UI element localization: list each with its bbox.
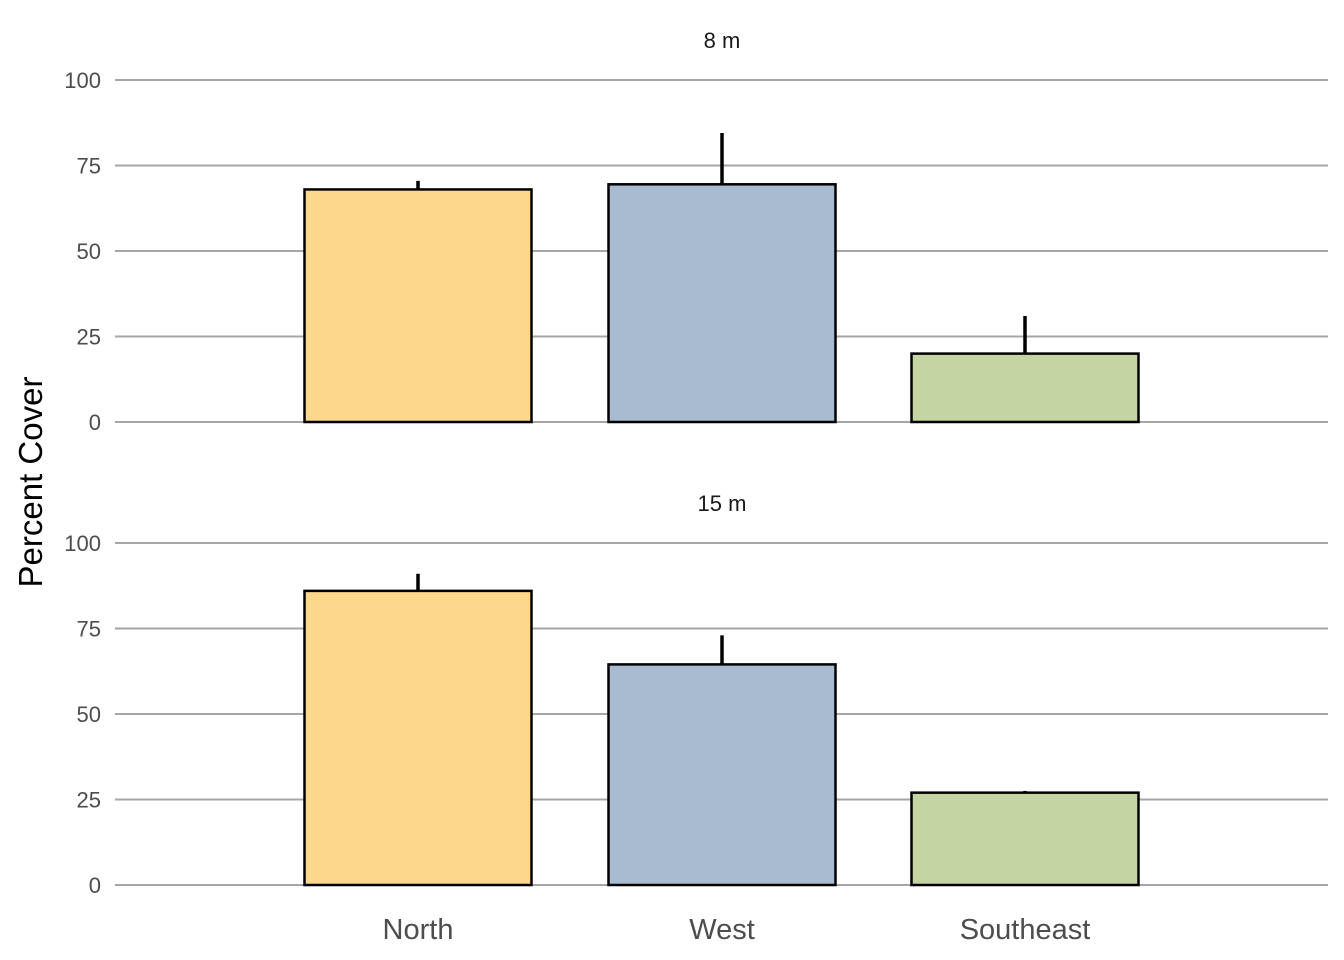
panel-title: 8 m (704, 28, 741, 53)
y-tick-label: 50 (77, 702, 101, 727)
bar (303, 188, 533, 424)
y-axis-title: Percent Cover (12, 377, 49, 588)
bar (607, 183, 837, 424)
x-tick-label: West (689, 914, 755, 946)
y-tick-label: 100 (64, 531, 101, 556)
bar (910, 791, 1140, 887)
y-tick-label: 75 (77, 154, 101, 179)
bar (607, 663, 837, 887)
y-tick-label: 25 (77, 325, 101, 350)
y-tick-label: 75 (77, 617, 101, 642)
y-tick-label: 0 (89, 873, 101, 898)
y-tick-label: 50 (77, 239, 101, 264)
y-tick-label: 25 (77, 788, 101, 813)
x-tick-label: North (383, 914, 454, 946)
y-tick-label: 0 (89, 410, 101, 435)
bar (910, 352, 1140, 424)
panel-title: 15 m (698, 491, 747, 516)
y-tick-label: 100 (64, 68, 101, 93)
bar (303, 589, 533, 887)
x-tick-label: Southeast (960, 914, 1091, 946)
